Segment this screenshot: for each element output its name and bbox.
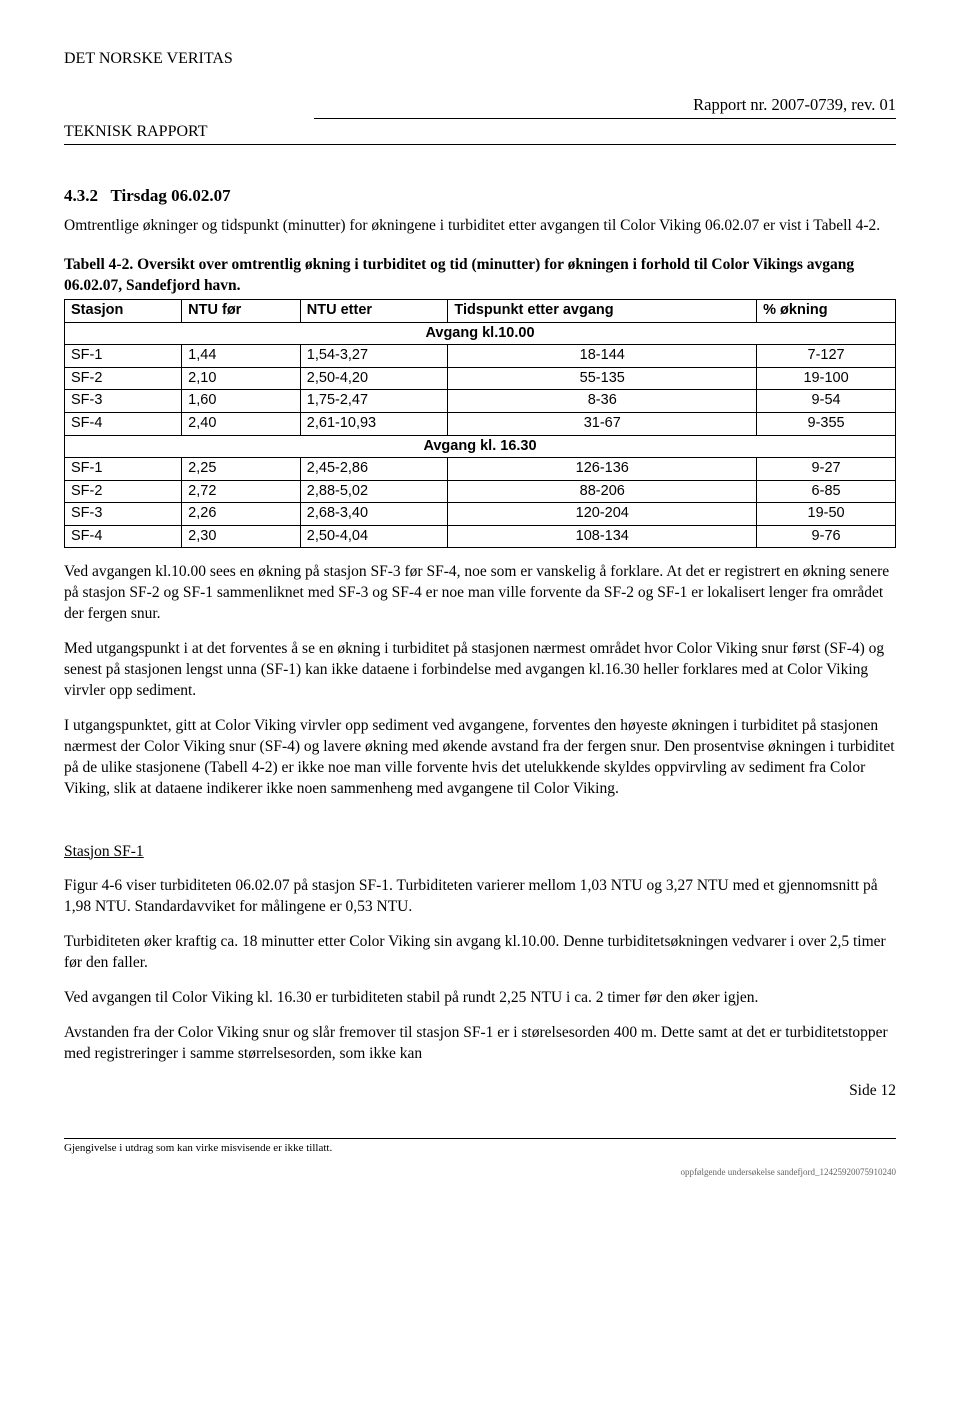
table-cell: 6-85 bbox=[757, 480, 896, 503]
table-cell: SF-1 bbox=[65, 458, 182, 481]
table-row: SF-12,252,45-2,86126-1369-27 bbox=[65, 458, 896, 481]
body-para-2: Med utgangspunkt i at det forventes å se… bbox=[64, 639, 896, 702]
table-row: SF-32,262,68-3,40120-20419-50 bbox=[65, 503, 896, 526]
table-cell: 1,44 bbox=[182, 345, 301, 368]
table-cell: 2,88-5,02 bbox=[300, 480, 448, 503]
table-caption-label: Tabell 4-2. bbox=[64, 256, 133, 273]
section-heading: 4.3.2 Tirsdag 06.02.07 bbox=[64, 185, 896, 208]
table-cell: 1,60 bbox=[182, 390, 301, 413]
table-cell: 120-204 bbox=[448, 503, 757, 526]
col-ntu-for: NTU før bbox=[182, 300, 301, 323]
footer: Gjengivelse i utdrag som kan virke misvi… bbox=[64, 1138, 896, 1156]
table-cell: 19-100 bbox=[757, 367, 896, 390]
col-ntu-etter: NTU etter bbox=[300, 300, 448, 323]
table-cell: 9-27 bbox=[757, 458, 896, 481]
report-number: Rapport nr. 2007-0739, rev. 01 bbox=[314, 94, 896, 119]
table-cell: 2,50-4,20 bbox=[300, 367, 448, 390]
table-cell: 2,68-3,40 bbox=[300, 503, 448, 526]
station-para-1: Figur 4-6 viser turbiditeten 06.02.07 på… bbox=[64, 876, 896, 918]
table-cell: SF-4 bbox=[65, 412, 182, 435]
table-cell: 31-67 bbox=[448, 412, 757, 435]
table-cell: 7-127 bbox=[757, 345, 896, 368]
table-row: SF-22,722,88-5,0288-2066-85 bbox=[65, 480, 896, 503]
intro-paragraph: Omtrentlige økninger og tidspunkt (minut… bbox=[64, 216, 896, 237]
station-para-3: Ved avgangen til Color Viking kl. 16.30 … bbox=[64, 988, 896, 1009]
table-subheader: Avgang kl.10.00 bbox=[65, 322, 896, 345]
teknisk-rapport: TEKNISK RAPPORT bbox=[64, 121, 896, 146]
table-cell: 2,61-10,93 bbox=[300, 412, 448, 435]
table-cell: 9-54 bbox=[757, 390, 896, 413]
table-cell: 1,75-2,47 bbox=[300, 390, 448, 413]
table-caption: Tabell 4-2. Oversikt over omtrentlig økn… bbox=[64, 255, 896, 297]
table-cell: 2,72 bbox=[182, 480, 301, 503]
table-cell: SF-3 bbox=[65, 503, 182, 526]
section-title: Tirsdag 06.02.07 bbox=[110, 186, 230, 205]
table-cell: 2,26 bbox=[182, 503, 301, 526]
table-cell: 108-134 bbox=[448, 525, 757, 548]
turbidity-table: Stasjon NTU før NTU etter Tidspunkt ette… bbox=[64, 299, 896, 548]
table-cell: 19-50 bbox=[757, 503, 896, 526]
col-stasjon: Stasjon bbox=[65, 300, 182, 323]
table-cell: 18-144 bbox=[448, 345, 757, 368]
table-cell: 2,50-4,04 bbox=[300, 525, 448, 548]
table-caption-text: Oversikt over omtrentlig økning i turbid… bbox=[64, 256, 854, 294]
table-subheader-cell: Avgang kl. 16.30 bbox=[65, 435, 896, 458]
table-cell: SF-1 bbox=[65, 345, 182, 368]
body-para-1: Ved avgangen kl.10.00 sees en økning på … bbox=[64, 562, 896, 625]
table-cell: 2,25 bbox=[182, 458, 301, 481]
station-para-2: Turbiditeten øker kraftig ca. 18 minutte… bbox=[64, 932, 896, 974]
table-cell: SF-2 bbox=[65, 480, 182, 503]
page-number: Side 12 bbox=[64, 1081, 896, 1102]
table-cell: SF-4 bbox=[65, 525, 182, 548]
table-cell: 2,40 bbox=[182, 412, 301, 435]
col-tidspunkt: Tidspunkt etter avgang bbox=[448, 300, 757, 323]
station-heading: Stasjon SF-1 bbox=[64, 842, 896, 863]
body-para-3: I utgangspunktet, gitt at Color Viking v… bbox=[64, 716, 896, 800]
table-row: SF-31,601,75-2,478-369-54 bbox=[65, 390, 896, 413]
table-cell: 55-135 bbox=[448, 367, 757, 390]
doc-reference: oppfølgende undersøkelse sandefjord_1242… bbox=[64, 1166, 896, 1178]
table-cell: 8-36 bbox=[448, 390, 757, 413]
section-number: 4.3.2 bbox=[64, 186, 98, 205]
table-cell: 2,30 bbox=[182, 525, 301, 548]
table-cell: 2,45-2,86 bbox=[300, 458, 448, 481]
table-cell: 126-136 bbox=[448, 458, 757, 481]
footer-disclaimer: Gjengivelse i utdrag som kan virke misvi… bbox=[64, 1141, 332, 1156]
table-cell: 9-355 bbox=[757, 412, 896, 435]
table-cell: 1,54-3,27 bbox=[300, 345, 448, 368]
table-cell: SF-2 bbox=[65, 367, 182, 390]
table-subheader: Avgang kl. 16.30 bbox=[65, 435, 896, 458]
table-cell: SF-3 bbox=[65, 390, 182, 413]
table-header-row: Stasjon NTU før NTU etter Tidspunkt ette… bbox=[65, 300, 896, 323]
col-okning: % økning bbox=[757, 300, 896, 323]
table-row: SF-11,441,54-3,2718-1447-127 bbox=[65, 345, 896, 368]
station-para-4: Avstanden fra der Color Viking snur og s… bbox=[64, 1023, 896, 1065]
table-row: SF-22,102,50-4,2055-13519-100 bbox=[65, 367, 896, 390]
org-name: DET NORSKE VERITAS bbox=[64, 48, 896, 70]
table-cell: 2,10 bbox=[182, 367, 301, 390]
table-row: SF-42,402,61-10,9331-679-355 bbox=[65, 412, 896, 435]
table-subheader-cell: Avgang kl.10.00 bbox=[65, 322, 896, 345]
table-cell: 9-76 bbox=[757, 525, 896, 548]
table-row: SF-42,302,50-4,04108-1349-76 bbox=[65, 525, 896, 548]
table-cell: 88-206 bbox=[448, 480, 757, 503]
